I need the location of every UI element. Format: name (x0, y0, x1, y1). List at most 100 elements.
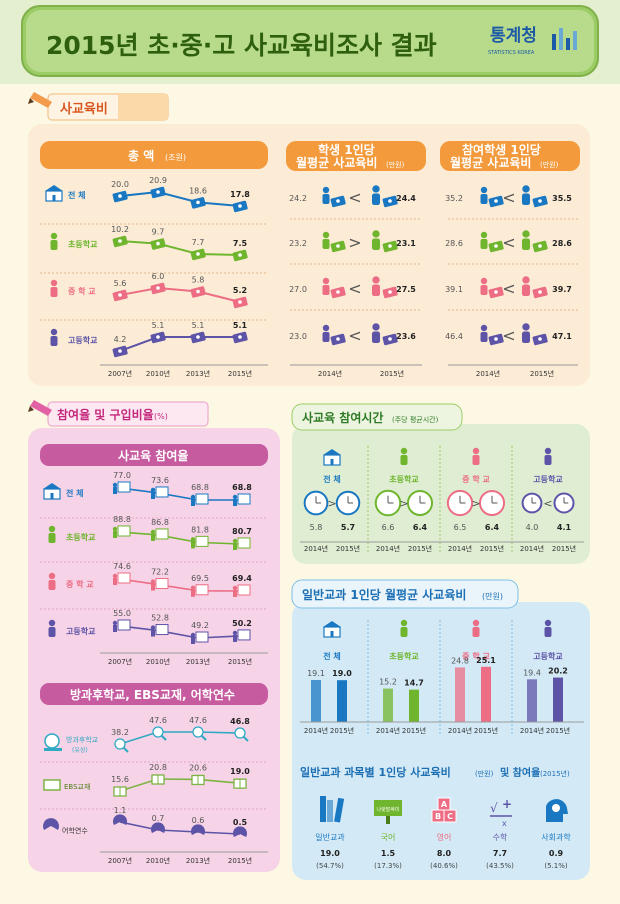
data-label: 6.0 (152, 272, 165, 281)
value-2015: 5.7 (341, 523, 355, 532)
money-stack-icon (112, 289, 128, 302)
student-icon (521, 230, 531, 251)
boy-student-icon (544, 447, 552, 465)
compare-sign: > (399, 497, 408, 510)
teacher-board-icon (150, 578, 169, 591)
data-label: 20.0 (111, 180, 129, 189)
x-tick-label: 2014년 (448, 726, 472, 735)
compare-sign: < (502, 233, 515, 252)
x-tick-label: 2007년 (108, 657, 132, 666)
data-label: 7.7 (192, 238, 205, 247)
block-letter: C (447, 812, 453, 821)
money-stack-icon (150, 238, 166, 250)
group-label: 중 학 교 (462, 651, 490, 661)
data-label: 18.6 (189, 186, 207, 195)
teacher-board-icon (150, 528, 169, 541)
teacher-board-icon (232, 584, 251, 597)
subject-rate: (17.3%) (374, 862, 402, 870)
data-label: 88.8 (113, 515, 131, 524)
subject-value: 8.0 (437, 849, 452, 858)
running-child-icon (50, 232, 58, 250)
data-label: 5.6 (114, 279, 127, 288)
data-label: 15.2 (379, 678, 397, 687)
x-tick-label: 2015년 (546, 726, 570, 735)
x-tick-label: 2015년 (228, 856, 252, 865)
school-building-icon (43, 483, 61, 500)
section-title-unit: (만원) (482, 592, 503, 601)
series-line (119, 240, 241, 256)
x-tick-label: 2015년 (552, 544, 576, 553)
compare-sign: < (543, 497, 552, 510)
x-tick-label: 2010년 (146, 657, 170, 666)
subjects-title-year: (2015년) (540, 769, 570, 778)
money-stack-icon (190, 248, 206, 261)
compare-sign: > (348, 233, 361, 252)
book-icon (191, 774, 205, 786)
x-tick-label: 2015년 (380, 369, 404, 378)
alarm-clock-icon (374, 489, 402, 517)
per-student-unit: (만원) (386, 160, 405, 169)
compare-sign: > (327, 497, 336, 510)
value-2014: 46.4 (445, 332, 463, 341)
x-tick-label: 2014년 (476, 369, 500, 378)
pacman-icon (151, 822, 166, 833)
compare-sign: > (471, 497, 480, 510)
money-stack-icon (330, 240, 346, 253)
x-tick-label: 2007년 (108, 856, 132, 865)
money-stack-icon (532, 240, 548, 253)
abc-blocks-icon: AB C (431, 797, 457, 823)
teacher-board-icon (112, 572, 131, 585)
data-label: 19.1 (307, 669, 325, 678)
section-title-unit: (주당 평균시간) (392, 415, 439, 424)
subject-name: 영어 (437, 832, 452, 842)
teacher-board-icon (112, 481, 131, 494)
series-line (119, 336, 240, 352)
alarm-clock-icon (521, 492, 543, 514)
data-label: 80.7 (232, 527, 252, 536)
math-symbols-icon: √ + x (490, 797, 512, 828)
pacman-icon (113, 814, 127, 825)
data-label: 20.2 (548, 667, 568, 676)
series-line (119, 821, 241, 835)
bar-2015 (409, 689, 419, 722)
money-stack-icon (382, 286, 398, 299)
school-building-icon (45, 185, 63, 202)
money-stack-icon (330, 333, 346, 346)
data-label: 69.5 (191, 574, 209, 583)
magnifier-icon (234, 727, 249, 742)
per-student-header2: 월평균 사교육비 (296, 155, 377, 170)
subject-rate: (40.6%) (430, 862, 458, 870)
compare-sign: < (502, 188, 515, 207)
data-label: 55.0 (113, 609, 131, 618)
per-participant-header2: 월평균 사교육비 (450, 155, 531, 170)
section-time: 사교육 참여시간 (주당 평균시간) 전 체 5.8 5.7 >2014년 2015년 초… (291, 403, 590, 564)
data-label: 17.8 (230, 190, 250, 199)
bar-2014 (383, 688, 393, 722)
value-2015: 35.5 (552, 194, 572, 203)
section-general: 일반교과 1인당 월평균 사교육비 (만원) 전 체 19.1 2014년 19.0 2… (291, 579, 590, 880)
ebs-book-icon (43, 779, 61, 791)
per-participant-table: 35.2 <35.5 28.6 <28.6 39.1 <39.7 46.4 <47.1 2014… (445, 185, 578, 378)
per-student-header: 학생 1인당 (318, 142, 375, 157)
money-stack-icon (190, 286, 206, 298)
group-label: 전 체 (66, 488, 84, 498)
student-icon (322, 231, 330, 249)
data-label: 14.7 (404, 679, 424, 688)
value-2015: 6.4 (413, 523, 428, 532)
data-label: 19.0 (230, 767, 250, 776)
value-2015: 28.6 (552, 239, 572, 248)
money-stack-icon (112, 190, 128, 203)
money-stack-icon (112, 345, 128, 358)
magnifier-icon (192, 726, 207, 741)
student-icon (480, 186, 488, 204)
value-2015: 23.1 (396, 239, 416, 248)
x-tick-label: 2015년 (228, 657, 252, 666)
compare-sign: < (348, 279, 361, 298)
subject-value: 0.9 (549, 849, 564, 858)
x-tick-label: 2010년 (146, 856, 170, 865)
teacher-board-icon (112, 525, 131, 538)
data-label: 49.2 (191, 621, 209, 630)
value-2015: 4.1 (557, 523, 572, 532)
section-private-spending: 사교육비 총 액 (조원) 학생 1인당 월평균 사교육비 (만원) 참여학생 … (28, 92, 590, 386)
